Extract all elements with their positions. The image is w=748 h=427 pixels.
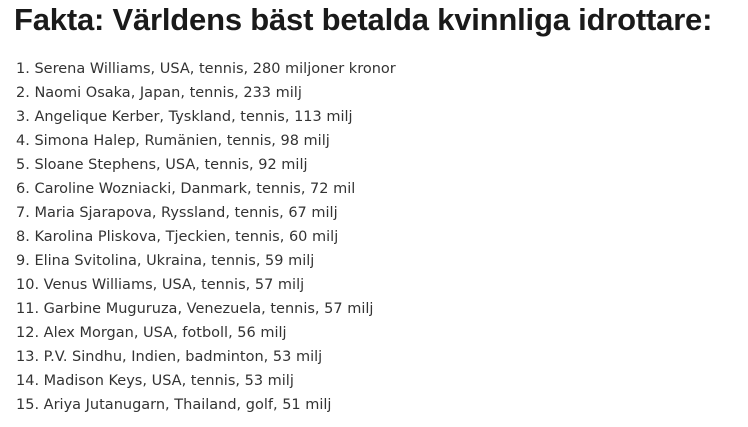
- list-item: 4. Simona Halep, Rumänien, tennis, 98 mi…: [16, 133, 330, 149]
- list-item: 14. Madison Keys, USA, tennis, 53 milj: [16, 373, 294, 389]
- title: Fakta: Världens bäst betalda kvinnliga i…: [14, 2, 713, 37]
- list-item: 6. Caroline Wozniacki, Danmark, tennis, …: [16, 181, 356, 197]
- list-item: 13. P.V. Sindhu, Indien, badminton, 53 m…: [16, 349, 323, 365]
- list-item: 2. Naomi Osaka, Japan, tennis, 233 milj: [16, 85, 302, 101]
- list-item: 3. Angelique Kerber, Tyskland, tennis, 1…: [16, 109, 353, 125]
- list-item: 12. Alex Morgan, USA, fotboll, 56 milj: [16, 325, 287, 341]
- list-item: 15. Ariya Jutanugarn, Thailand, golf, 51…: [16, 397, 332, 413]
- list-item: 10. Venus Williams, USA, tennis, 57 milj: [16, 277, 305, 293]
- list-item: 7. Maria Sjarapova, Ryssland, tennis, 67…: [16, 205, 338, 221]
- list-item: 11. Garbine Muguruza, Venezuela, tennis,…: [16, 301, 374, 317]
- list-item: 5. Sloane Stephens, USA, tennis, 92 milj: [16, 157, 308, 173]
- list-item: 8. Karolina Pliskova, Tjeckien, tennis, …: [16, 229, 339, 245]
- ranking-list: 1. Serena Williams, USA, tennis, 280 mil…: [16, 57, 396, 417]
- list-item: 1. Serena Williams, USA, tennis, 280 mil…: [16, 61, 396, 77]
- list-item: 9. Elina Svitolina, Ukraina, tennis, 59 …: [16, 253, 315, 269]
